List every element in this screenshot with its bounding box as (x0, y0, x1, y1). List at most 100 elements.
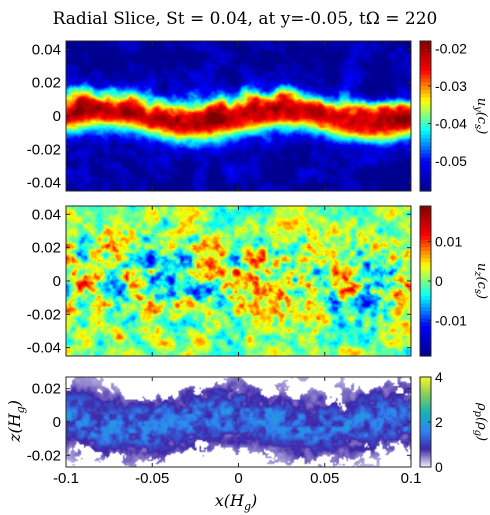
colorbar-tick-label: -0.04 (435, 116, 467, 132)
colorbar-segment (420, 458, 431, 461)
y-tick-label: 0 (53, 273, 61, 290)
x-tick-label: -0.1 (53, 470, 79, 487)
colorbar-segment (420, 209, 431, 215)
colorbar-segment (420, 108, 431, 113)
colorbar-segment (420, 322, 431, 327)
colorbar-label: uy(cs) (472, 98, 489, 135)
colorbar-segment (420, 59, 431, 65)
colorbar-segment (420, 206, 431, 211)
colorbar-segment (420, 431, 431, 434)
heatmap-image (66, 377, 411, 467)
colorbar-segment (420, 161, 431, 166)
colorbar-segment (420, 281, 431, 286)
colorbar-segment (420, 119, 431, 125)
colorbar-segment (420, 424, 431, 428)
x-axis-label: x(Hg) (215, 491, 258, 513)
y-tick-label: -0.04 (27, 340, 61, 357)
colorbar-segment (420, 239, 431, 245)
colorbar-segment (420, 123, 431, 128)
colorbar-segment (420, 176, 431, 181)
colorbar-segment (420, 277, 431, 282)
colorbar-segment (420, 266, 431, 271)
colorbar-segment (420, 288, 431, 293)
colorbar-segment (420, 116, 431, 121)
colorbar-segment (420, 352, 431, 357)
colorbar-tick-label: -0.02 (435, 41, 467, 57)
colorbar-segment (420, 292, 431, 297)
colorbar-segment (420, 254, 431, 260)
colorbar-segment (420, 435, 431, 439)
colorbar-segment (420, 142, 431, 147)
colorbar-tick-label: 2 (435, 414, 443, 430)
colorbar-segment (420, 221, 431, 226)
colorbar-segment (420, 138, 431, 143)
colorbar-segment (420, 417, 431, 421)
colorbar-segment (420, 381, 431, 385)
colorbar-segment (420, 413, 431, 416)
panel-3: -0.02 0 0.02 -0.1 -0.05 0 0.05 0.1 0 2 4 ρp(ρg) (27, 369, 489, 487)
colorbar-label: ρp(ρg) (472, 402, 489, 441)
y-tick-label: -0.02 (27, 447, 61, 464)
colorbar-segment (420, 179, 431, 185)
colorbar-segment (420, 406, 431, 410)
figure-title: Radial Slice, St = 0.04, at y=-0.05, tΩ … (53, 9, 438, 29)
colorbar-segment (420, 440, 431, 443)
y-tick-label: -0.04 (27, 175, 61, 192)
colorbar-segment (420, 379, 431, 383)
colorbar-segment (420, 455, 431, 459)
y-tick-label: 0 (53, 414, 61, 431)
colorbar-segment (420, 52, 431, 57)
colorbar-segment (420, 41, 431, 46)
colorbar-segment (420, 247, 431, 252)
heatmap-image (66, 206, 411, 356)
colorbar-segment (420, 397, 431, 401)
y-tick-label: 0.04 (32, 41, 61, 58)
colorbar-segment (420, 243, 431, 248)
colorbar-segment (420, 303, 431, 308)
colorbar-segment (420, 168, 431, 173)
colorbar-segment (420, 262, 431, 267)
colorbar-segment (420, 296, 431, 301)
colorbar-segment (420, 56, 431, 61)
colorbar-segment (420, 78, 431, 83)
colorbar-segment (420, 172, 431, 177)
colorbar-segment (420, 187, 431, 192)
colorbar-tick-label: -0.05 (435, 153, 467, 169)
colorbar-segment (420, 377, 431, 380)
colorbar-segment (420, 388, 431, 392)
colorbar-segment (420, 462, 431, 466)
colorbar-tick-label: 4 (435, 369, 443, 385)
colorbar-frame (419, 40, 432, 192)
colorbar-segment (420, 236, 431, 241)
colorbar-segment (420, 453, 431, 457)
colorbar-segment (420, 183, 431, 188)
colorbar-segment (420, 464, 431, 468)
panel-1: -0.04 -0.02 0 0.02 0.04 -0.05 -0.04 -0.03 -0.02 u… (27, 40, 489, 192)
colorbar-segment (420, 426, 431, 430)
y-tick-label: 0 (53, 108, 61, 125)
colorbar-segment (420, 48, 431, 53)
colorbar-segment (420, 444, 431, 448)
x-tick-label: 0.1 (401, 470, 422, 487)
colorbar-segment (420, 269, 431, 275)
colorbar-segment (420, 307, 431, 312)
colorbar-segment (420, 101, 431, 106)
colorbar-segment (420, 390, 431, 394)
colorbar-segment (420, 404, 431, 407)
colorbar-segment (420, 74, 431, 80)
colorbar-segment (420, 228, 431, 233)
colorbar-segment (420, 422, 431, 425)
colorbar-segment (420, 153, 431, 158)
colorbar-segment (420, 408, 431, 412)
colorbar-segment (420, 82, 431, 87)
colorbar-segment (420, 337, 431, 342)
colorbar-segment (420, 446, 431, 450)
colorbar-segment (420, 326, 431, 331)
colorbar-tick-label: -0.03 (435, 78, 467, 94)
colorbar-segment (420, 299, 431, 305)
x-tick-label: 0.05 (310, 470, 339, 487)
colorbar-segment (420, 329, 431, 335)
colorbar-segment (420, 71, 431, 76)
colorbar-segment (420, 392, 431, 396)
